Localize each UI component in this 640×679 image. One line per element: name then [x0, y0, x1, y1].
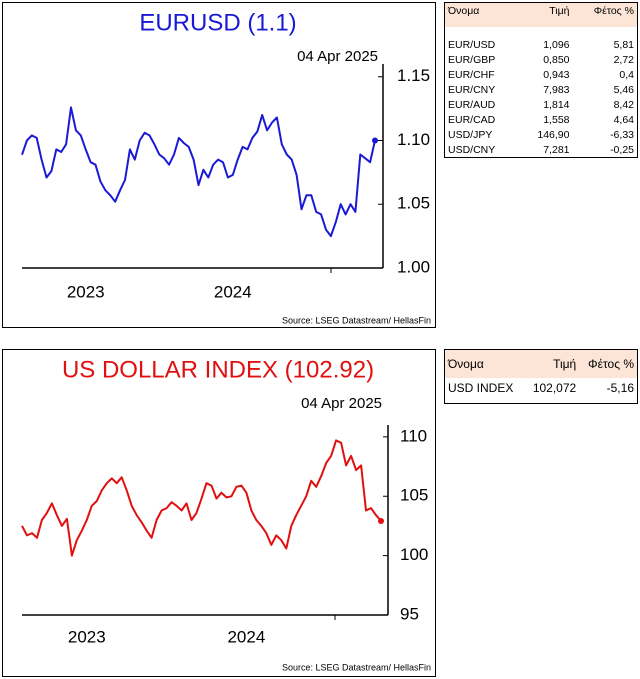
date-label: 04 Apr 2025: [297, 48, 378, 65]
x-tick-label: 2023: [68, 627, 106, 646]
y-tick-label: 1.05: [397, 194, 430, 213]
table-cell: EUR/GBP: [448, 53, 496, 66]
table-cell: -5,16: [606, 381, 634, 395]
table-cell: Τιμή: [524, 350, 580, 378]
table-row: EUR/CHF 0,943 0,4: [445, 67, 637, 82]
chart-panel: [2, 349, 436, 677]
table-cell: 7,983: [543, 83, 570, 96]
table: Όνομα Τιμή Φέτος % EUR/USD 1,096 5,81 EUR/GBP 0…: [444, 2, 638, 158]
table-row: USD INDEX 102,072 -5,16: [445, 378, 637, 398]
table-grid: Όνομα Τιμή Φέτος % EUR/USD 1,096 5,81 EUR/GBP 0…: [445, 3, 637, 157]
y-tick-label: 1.15: [397, 66, 430, 85]
table-cell: EUR/CHF: [448, 68, 495, 81]
table-cell: 7,281: [543, 143, 570, 156]
table-cell: USD/CNY: [448, 143, 496, 156]
y-tick-label: 105: [400, 486, 428, 505]
table-cell: Φέτος %: [579, 350, 637, 378]
y-tick-label: 1.00: [397, 257, 430, 276]
y-tick-label: 100: [400, 545, 428, 564]
table-cell: EUR/CAD: [448, 113, 496, 126]
x-tick-label: 2024: [227, 627, 265, 646]
x-tick-label: 2023: [67, 282, 105, 301]
date-label: 04 Apr 2025: [301, 395, 382, 412]
table-row: EUR/GBP 0,850 2,72: [445, 52, 637, 67]
table-cell: -0,25: [610, 143, 634, 156]
table-cell: 0,4: [619, 68, 634, 81]
table-row: Όνομα Τιμή Φέτος %: [445, 3, 637, 27]
end-marker: [378, 517, 384, 524]
table-row: USD/JPY 146,90 -6,33: [445, 127, 637, 142]
spacer: [445, 27, 637, 37]
table-cell: -6,33: [610, 128, 634, 141]
chart-title: US DOLLAR INDEX (102.92): [62, 356, 374, 383]
table-cell: EUR/CNY: [448, 83, 496, 96]
table-cell: 4,64: [613, 113, 634, 126]
table-row: EUR/CAD 1,558 4,64: [445, 112, 637, 127]
table-cell: 0,850: [543, 53, 570, 66]
y-tick-label: 110: [400, 426, 427, 445]
end-marker: [372, 137, 378, 144]
table-cell: EUR/USD: [448, 38, 496, 51]
table-cell: 1,096: [543, 38, 570, 51]
source-label: Source: LSEG Datastream/ HellasFin: [282, 315, 431, 325]
table-cell: 5,46: [613, 83, 634, 96]
data-line: [21, 439, 382, 557]
table-cell: 1,558: [543, 113, 570, 126]
table-cell: USD INDEX: [448, 381, 514, 395]
y-tick-label: 1.10: [397, 130, 430, 149]
table: Όνομα Τιμή Φέτος % USD INDEX 102,072 -5,16: [444, 349, 638, 404]
table-cell: Όνομα: [445, 350, 525, 378]
table-cell: 1,814: [543, 98, 570, 111]
table-row: EUR/AUD 1,814 8,42: [445, 97, 637, 112]
table-cell: 0,943: [543, 68, 570, 81]
data-line: [21, 106, 376, 238]
table-cell: 102,072: [532, 381, 577, 395]
table-cell: Όνομα: [445, 3, 520, 27]
table-cell: Φέτος %: [572, 3, 637, 27]
table-row: Όνομα Τιμή Φέτος %: [445, 350, 637, 378]
table-cell: USD/JPY: [448, 128, 493, 141]
table-cell: 2,72: [613, 53, 634, 66]
y-tick-label: 95: [400, 604, 419, 623]
table-cell: 8,42: [613, 98, 634, 111]
chart-panel: [2, 2, 436, 328]
table-cell: Τιμή: [519, 3, 573, 27]
table-row: USD/CNY 7,281 -0,25: [445, 142, 637, 157]
chart-title: EURUSD (1.1): [139, 9, 296, 36]
x-tick-label: 2024: [214, 282, 252, 301]
table-row: EUR/CNY 7,983 5,46: [445, 82, 637, 97]
table-grid: Όνομα Τιμή Φέτος % USD INDEX 102,072 -5,16: [445, 350, 637, 398]
table-cell: 5,81: [613, 38, 634, 51]
table-cell: EUR/AUD: [448, 98, 496, 111]
source-label: Source: LSEG Datastream/ HellasFin: [282, 662, 431, 672]
table-row: EUR/USD 1,096 5,81: [445, 37, 637, 52]
table-cell: 146,90: [537, 128, 570, 141]
